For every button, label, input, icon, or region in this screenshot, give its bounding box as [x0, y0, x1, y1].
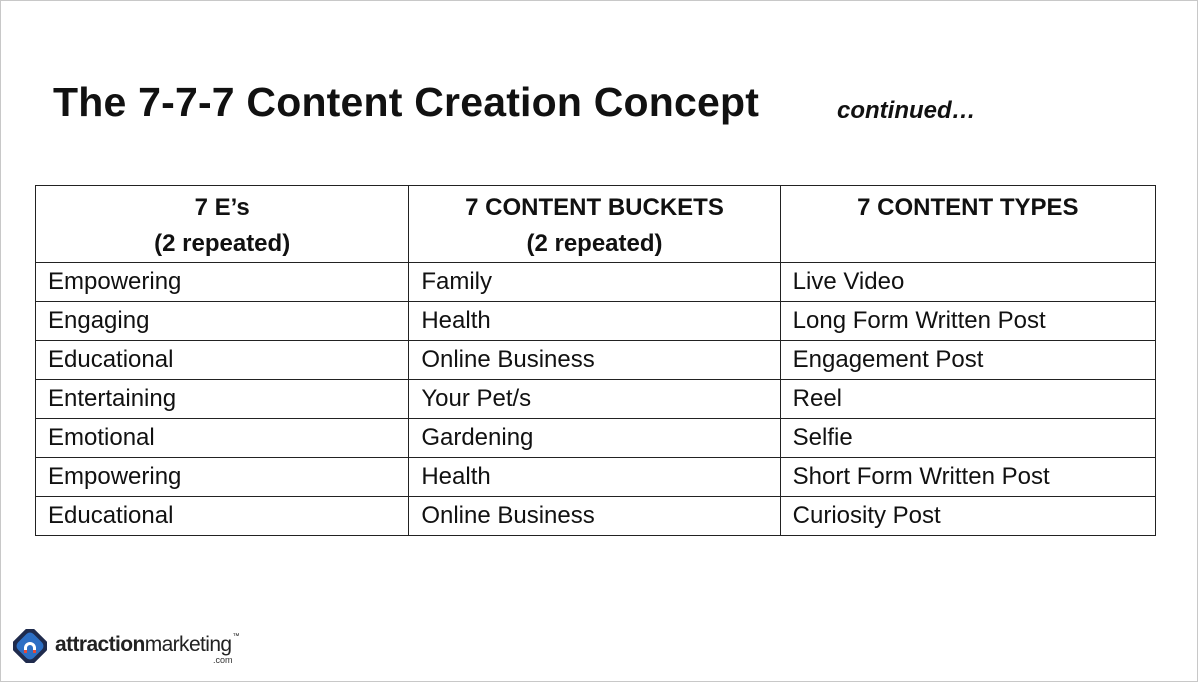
table-cell: Emotional — [34, 418, 410, 458]
table-cell: Short Form Written Post — [779, 457, 1157, 497]
table-row: Educational Online Business Engagement P… — [34, 340, 1157, 380]
table-cell: Family — [408, 262, 781, 302]
logo-trademark: ™ — [232, 633, 240, 640]
table-cell: Health — [408, 457, 781, 497]
header-types-line1: 7 CONTENT TYPES — [857, 194, 1079, 221]
table-cell: Gardening — [408, 418, 781, 458]
table-cell: Live Video — [779, 262, 1157, 302]
table-cell: Entertaining — [34, 379, 410, 419]
table-row: Entertaining Your Pet/s Reel — [34, 379, 1157, 419]
table-cell: Engagement Post — [779, 340, 1157, 380]
logo-suffix: .com — [213, 655, 233, 665]
table-cell: Empowering — [34, 457, 410, 497]
table-row: Empowering Health Short Form Written Pos… — [34, 457, 1157, 497]
header-buckets-line2: (2 repeated) — [526, 230, 663, 257]
table-row: Emotional Gardening Selfie — [34, 418, 1157, 458]
header-content-types: 7 CONTENT TYPES — [779, 185, 1157, 263]
table-row: Educational Online Business Curiosity Po… — [34, 496, 1157, 536]
logo-wordmark: attractionmarketing™ — [55, 633, 240, 657]
table-cell: Curiosity Post — [779, 496, 1157, 536]
logo-bold-text: attraction — [55, 633, 145, 656]
table-row: Engaging Health Long Form Written Post — [34, 301, 1157, 341]
table-cell: Long Form Written Post — [779, 301, 1157, 341]
table-cell: Educational — [34, 496, 410, 536]
table-cell: Empowering — [34, 262, 410, 302]
header-es-line2: (2 repeated) — [154, 230, 291, 257]
table-cell: Your Pet/s — [408, 379, 781, 419]
slide-title: The 7-7-7 Content Creation Concept — [53, 79, 760, 125]
slide-subtitle: continued… — [837, 97, 976, 124]
table-cell: Reel — [779, 379, 1157, 419]
content-concept-table: 7 E’s (2 repeated) 7 CONTENT BUCKETS (2 … — [34, 185, 1157, 536]
header-buckets-line1: 7 CONTENT BUCKETS — [465, 194, 724, 221]
header-content-buckets: 7 CONTENT BUCKETS (2 repeated) — [408, 185, 781, 263]
header-es-line1: 7 E’s — [194, 194, 250, 221]
table-cell: Health — [408, 301, 781, 341]
table-cell: Selfie — [779, 418, 1157, 458]
table-cell: Online Business — [408, 340, 781, 380]
table-row: Empowering Family Live Video — [34, 262, 1157, 302]
table-cell: Educational — [34, 340, 410, 380]
table-cell: Engaging — [34, 301, 410, 341]
logo-regular-text: marketing — [144, 633, 232, 656]
attraction-marketing-magnet-icon — [13, 629, 47, 663]
header-es: 7 E’s (2 repeated) — [34, 185, 410, 263]
table-cell: Online Business — [408, 496, 781, 536]
table-header-row: 7 E’s (2 repeated) 7 CONTENT BUCKETS (2 … — [34, 185, 1157, 263]
